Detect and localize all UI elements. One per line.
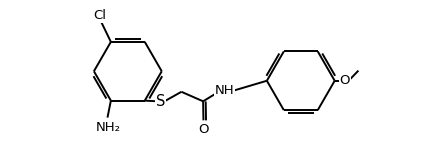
Text: O: O [340, 74, 350, 87]
Text: S: S [156, 94, 165, 109]
Text: NH₂: NH₂ [95, 121, 121, 134]
Text: NH: NH [214, 84, 234, 97]
Text: Cl: Cl [93, 9, 107, 22]
Text: O: O [198, 123, 208, 136]
